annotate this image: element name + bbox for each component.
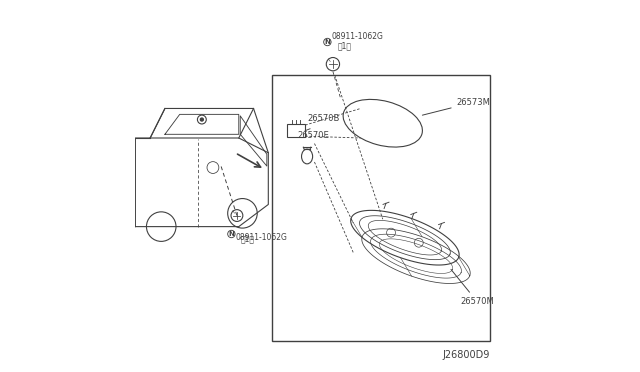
Text: 26570B: 26570B xyxy=(307,114,339,123)
Bar xyxy=(287,124,305,137)
Text: 26570M: 26570M xyxy=(451,269,494,306)
Text: 08911-1062G: 08911-1062G xyxy=(235,233,287,242)
Text: 26573M: 26573M xyxy=(422,98,490,115)
Text: （1）: （1） xyxy=(337,41,351,50)
Text: 08911-1062G: 08911-1062G xyxy=(332,32,384,41)
Bar xyxy=(272,75,490,341)
Text: N: N xyxy=(324,39,330,45)
Circle shape xyxy=(200,118,204,121)
Text: J26800D9: J26800D9 xyxy=(442,350,490,359)
Text: （1）: （1） xyxy=(241,234,255,243)
Text: 26570E: 26570E xyxy=(298,131,330,140)
Text: N: N xyxy=(228,231,234,237)
